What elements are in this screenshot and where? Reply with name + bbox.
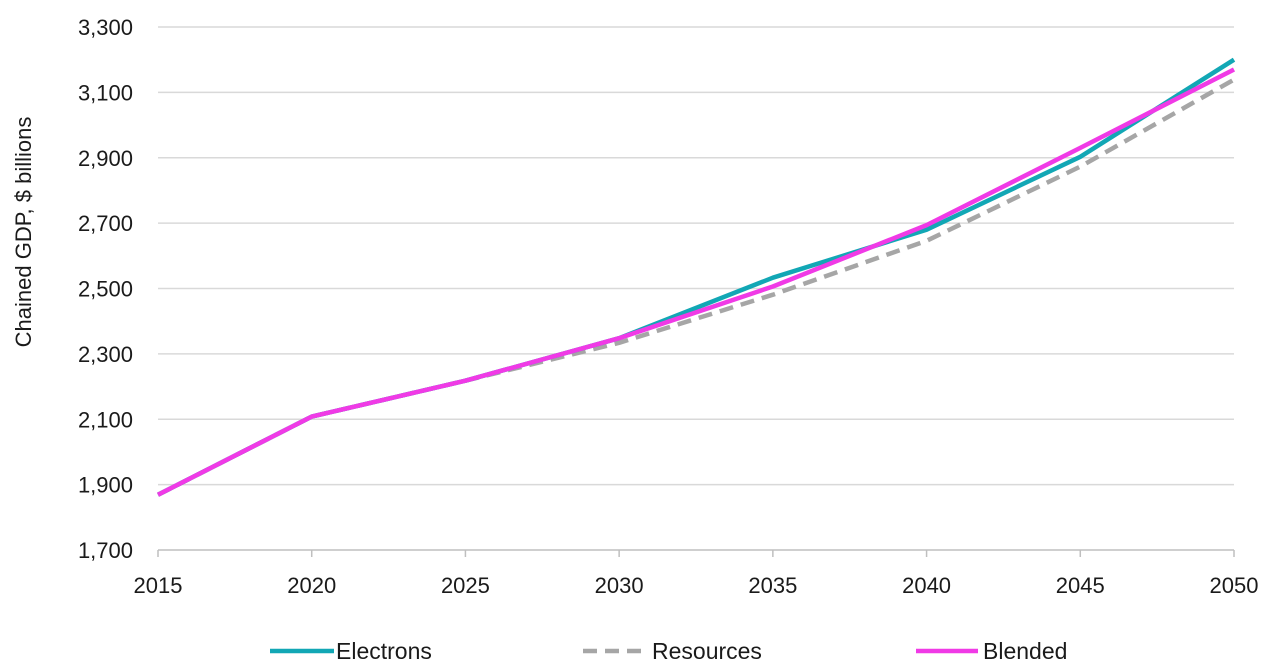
axes [157,549,1235,557]
legend-item-resources: Resources [583,638,762,664]
legend-item-electrons: Electrons [270,638,432,664]
series-line-electrons [156,57,1236,497]
x-axis-tick-labels: 2015 2020 2025 2030 2035 2040 2045 2050 [134,573,1259,598]
legend-label: Resources [652,638,762,663]
x-tick-label: 2025 [441,573,490,598]
y-tick-label: 2,900 [78,146,133,171]
x-tick-label: 2020 [287,573,336,598]
series-line-blended [156,67,1236,497]
y-axis-tick-labels: 1,700 1,900 2,100 2,300 2,500 2,700 2,900 3,100… [78,15,133,563]
x-tick-label: 2035 [748,573,797,598]
y-axis-title: Chained GDP, $ billions [11,117,36,348]
y-tick-label: 3,100 [78,80,133,105]
x-tick-label: 2015 [134,573,183,598]
legend-label: Electrons [336,638,432,663]
x-tick-label: 2030 [595,573,644,598]
x-tick-label: 2050 [1210,573,1259,598]
y-tick-label: 2,300 [78,342,133,367]
y-tick-label: 2,100 [78,407,133,432]
legend: Electrons Resources Blended [270,638,1067,664]
series-lines [156,57,1236,497]
x-tick-label: 2040 [902,573,951,598]
y-tick-label: 3,300 [78,15,133,40]
y-tick-label: 1,700 [78,538,133,563]
y-tick-label: 1,900 [78,473,133,498]
y-tick-label: 2,700 [78,211,133,236]
gridlines [158,26,1234,486]
x-tick-label: 2045 [1056,573,1105,598]
legend-item-blended: Blended [916,638,1067,664]
legend-label: Blended [983,638,1067,663]
series-line-resources [156,77,1236,497]
y-tick-label: 2,500 [78,277,133,302]
